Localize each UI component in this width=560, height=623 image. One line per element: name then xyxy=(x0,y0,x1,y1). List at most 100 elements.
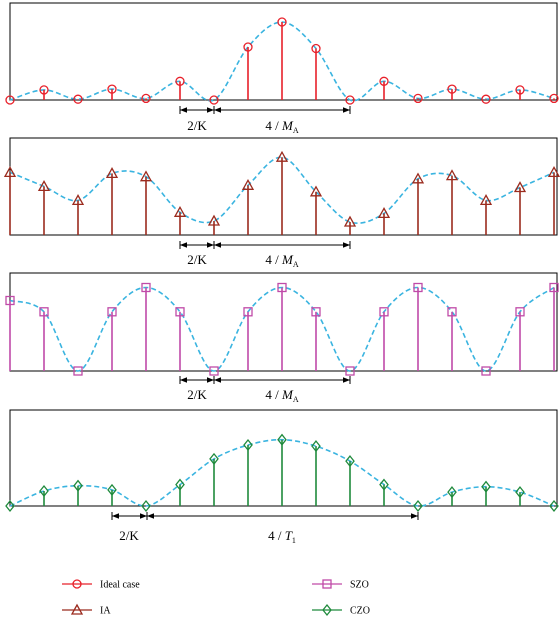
legend-diamond-marker xyxy=(322,603,332,617)
circle-marker xyxy=(175,76,185,86)
triangle-marker xyxy=(309,185,323,197)
interval-label-prefix: 4 / xyxy=(268,528,285,543)
legend-circle-marker xyxy=(72,579,82,589)
circle-marker xyxy=(515,85,525,95)
square-marker xyxy=(175,307,185,317)
legend-item-szo: SZO xyxy=(312,579,369,591)
square-marker xyxy=(447,307,457,317)
square-marker xyxy=(243,307,253,317)
triangle-marker xyxy=(37,180,51,192)
interval-label-prefix: 4 / xyxy=(265,118,282,133)
square-marker xyxy=(413,282,423,293)
circle-marker xyxy=(277,17,287,27)
interval-label-sub: A xyxy=(293,126,299,135)
legend: Ideal case IA SZO CZO xyxy=(62,579,370,617)
interval-label-sub: A xyxy=(293,395,299,404)
square-marker xyxy=(549,282,559,293)
diamond-marker xyxy=(277,433,287,446)
interval-label-large: 4 / MA xyxy=(265,387,298,404)
interval-label-large: 4 / T1 xyxy=(268,528,296,545)
triangle-marker xyxy=(275,150,289,162)
panel-ia: 2/K 4 / MA xyxy=(3,137,560,269)
triangle-marker xyxy=(445,169,459,181)
interval-label-small: 2/K xyxy=(187,387,207,402)
diamond-marker xyxy=(481,480,491,493)
triangle-marker xyxy=(343,215,357,227)
square-marker xyxy=(515,307,525,317)
diamond-marker xyxy=(73,479,83,492)
triangle-marker xyxy=(547,166,560,178)
square-marker xyxy=(107,307,117,317)
circle-marker xyxy=(379,76,389,86)
interval-label-prefix: 4 / xyxy=(265,387,282,402)
diamond-marker xyxy=(413,499,423,513)
interval-label-var: M xyxy=(281,118,294,133)
diamond-marker xyxy=(515,486,525,499)
legend-square-marker xyxy=(322,579,332,589)
diamond-marker xyxy=(209,452,219,465)
diamond-marker xyxy=(345,455,355,468)
circle-marker xyxy=(549,93,559,104)
interval-label-large: 4 / MA xyxy=(265,252,298,269)
diamond-marker xyxy=(5,499,15,513)
diamond-marker xyxy=(379,478,389,491)
interval-label-small: 2/K xyxy=(187,118,207,133)
circle-marker xyxy=(481,94,491,104)
diamond-marker xyxy=(39,484,49,498)
circle-marker xyxy=(447,84,457,94)
interval-label-sub: 1 xyxy=(292,536,296,545)
envelope-curve xyxy=(9,156,555,224)
triangle-marker xyxy=(241,178,255,190)
panel-szo: 2/K 4 / MA xyxy=(5,272,559,404)
legend-label: SZO xyxy=(350,580,369,591)
square-marker xyxy=(277,282,287,293)
panel-ideal: 2/K 4 / MA xyxy=(5,2,559,135)
circle-marker xyxy=(413,93,423,104)
diamond-marker xyxy=(243,438,253,452)
legend-triangle-marker xyxy=(70,603,84,615)
square-marker xyxy=(39,307,49,317)
square-marker xyxy=(141,282,151,293)
circle-marker xyxy=(209,95,219,105)
triangle-marker xyxy=(377,207,391,219)
circle-marker xyxy=(5,95,15,105)
triangle-marker xyxy=(411,172,425,184)
circle-marker xyxy=(243,42,253,52)
circle-marker xyxy=(73,94,83,104)
square-marker xyxy=(379,307,389,317)
legend-item-ideal-case: Ideal case xyxy=(62,579,140,591)
diamond-marker xyxy=(175,478,185,491)
diamond-marker xyxy=(549,499,559,513)
panel-frame xyxy=(9,137,558,236)
triangle-marker xyxy=(513,181,527,193)
panel-frame xyxy=(9,2,558,101)
triangle-marker xyxy=(479,194,493,206)
triangle-marker xyxy=(105,167,119,179)
triangle-marker xyxy=(71,194,85,206)
panel-frame xyxy=(9,409,558,507)
circle-marker xyxy=(141,93,151,104)
panels: 2/K 4 / MA2/K 4 / MA2/K 4 / MA2/K 4 / T1 xyxy=(3,2,560,545)
legend-item-czo: CZO xyxy=(312,603,370,617)
triangle-marker xyxy=(3,166,17,178)
square-marker xyxy=(209,366,219,376)
triangle-marker xyxy=(139,170,153,182)
legend-label: Ideal case xyxy=(100,580,140,591)
interval-label-large: 4 / MA xyxy=(265,118,298,135)
interval-label-var: M xyxy=(281,252,294,267)
legend-label: CZO xyxy=(350,606,370,617)
circle-marker xyxy=(345,95,355,105)
interval-label-small: 2/K xyxy=(119,528,139,543)
square-marker xyxy=(73,366,83,376)
diamond-marker xyxy=(107,483,117,496)
diamond-marker xyxy=(311,440,321,453)
triangle-marker xyxy=(207,214,221,226)
interval-label-small: 2/K xyxy=(187,252,207,267)
panel-frame xyxy=(9,272,558,372)
legend-label: IA xyxy=(100,606,111,617)
circle-marker xyxy=(39,85,49,95)
circle-marker xyxy=(107,84,117,94)
interval-label-var: T xyxy=(285,528,293,543)
square-marker xyxy=(481,366,491,376)
